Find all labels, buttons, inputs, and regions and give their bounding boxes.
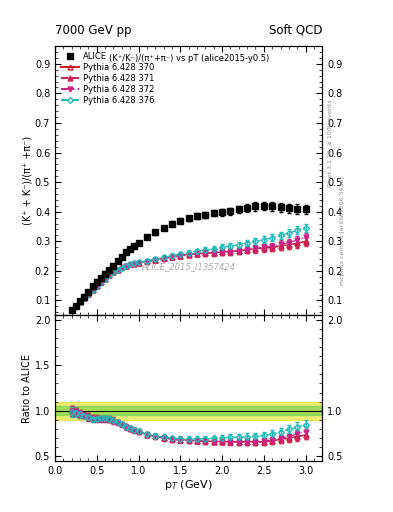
Legend: ALICE, Pythia 6.428 370, Pythia 6.428 371, Pythia 6.428 372, Pythia 6.428 376: ALICE, Pythia 6.428 370, Pythia 6.428 37…: [59, 50, 156, 107]
Text: mcplots.cern.ch [arXiv:1306.3436]: mcplots.cern.ch [arXiv:1306.3436]: [340, 176, 345, 285]
Bar: [55, 406, 322, 415]
Y-axis label: Ratio to ALICE: Ratio to ALICE: [22, 354, 32, 422]
Text: (K⁺/K⁻)/(π⁺+π⁻) vs pT (alice2015-y0.5): (K⁺/K⁻)/(π⁺+π⁻) vs pT (alice2015-y0.5): [108, 54, 269, 63]
Text: Soft QCD: Soft QCD: [269, 24, 322, 37]
X-axis label: p$_T$ (GeV): p$_T$ (GeV): [164, 478, 213, 493]
Text: 7000 GeV pp: 7000 GeV pp: [55, 24, 132, 37]
Text: ALICE_2015_I1357424: ALICE_2015_I1357424: [141, 262, 236, 271]
Text: Rivet 3.1.10, ≥ 100k events: Rivet 3.1.10, ≥ 100k events: [328, 99, 333, 187]
Y-axis label: (K⁺ + K⁻)/(π⁺ +π⁻): (K⁺ + K⁻)/(π⁺ +π⁻): [22, 136, 32, 225]
Bar: [55, 402, 322, 420]
